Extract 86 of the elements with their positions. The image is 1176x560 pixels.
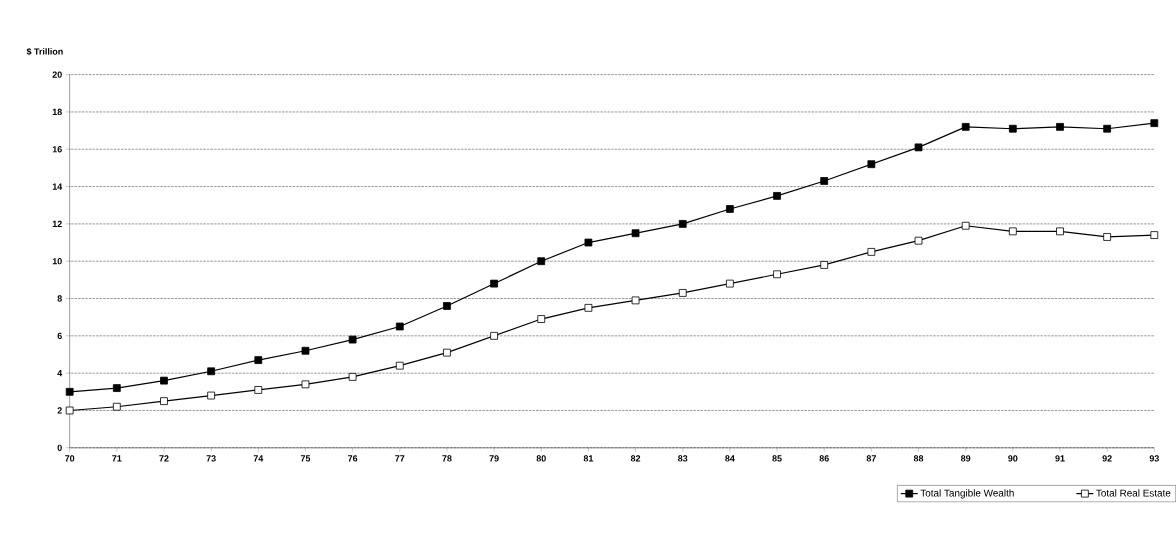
point — [112, 384, 121, 392]
x-tick-label: 85 — [772, 455, 782, 462]
y-tick-label: 12 — [52, 220, 62, 227]
point — [348, 335, 357, 344]
point — [631, 296, 640, 305]
point — [65, 387, 74, 396]
point — [112, 402, 121, 411]
point — [631, 229, 640, 237]
x-tick-label: 71 — [112, 455, 122, 462]
x-tick-label: 83 — [678, 455, 688, 462]
x-tick-label: 86 — [819, 455, 829, 462]
x-tick-label: 77 — [395, 455, 405, 462]
point — [773, 191, 781, 200]
point — [254, 385, 263, 394]
y-axis-title: $ Trillion — [26, 47, 63, 56]
point — [1008, 124, 1017, 133]
point — [820, 177, 829, 185]
x-tick-label: 80 — [536, 455, 546, 462]
point — [961, 221, 970, 230]
point — [490, 331, 498, 340]
point — [726, 204, 734, 213]
point — [678, 288, 687, 297]
point — [254, 356, 263, 364]
x-tick-label: 91 — [1055, 455, 1065, 462]
point — [301, 380, 310, 389]
point — [820, 260, 829, 269]
x-tick-label: 79 — [489, 455, 499, 462]
point — [160, 397, 168, 405]
point — [348, 372, 357, 381]
y-tick-label: 2 — [57, 407, 62, 414]
x-tick-label: 92 — [1102, 455, 1112, 462]
point — [1150, 119, 1159, 127]
x-tick-label: 75 — [300, 455, 311, 462]
point — [490, 279, 498, 288]
x-tick-label: 74 — [253, 455, 264, 462]
point — [395, 322, 404, 331]
x-tick-label: 72 — [159, 455, 169, 462]
point — [443, 302, 451, 310]
x-tick-label: 89 — [961, 455, 971, 462]
point — [301, 346, 310, 355]
point — [867, 247, 876, 256]
y-tick-label: 6 — [57, 332, 62, 339]
y-tick-label: 20 — [52, 71, 62, 78]
y-tick-label: 8 — [57, 295, 62, 302]
x-tick-label: 82 — [630, 455, 641, 462]
point — [537, 315, 546, 323]
point — [537, 257, 546, 265]
x-tick-label: 93 — [1149, 455, 1159, 462]
x-tick-label: 90 — [1008, 455, 1018, 462]
x-tick-label: 78 — [442, 455, 452, 462]
point — [1103, 232, 1112, 241]
x-tick-label: 81 — [583, 455, 594, 462]
point — [1150, 231, 1159, 239]
point — [207, 367, 216, 376]
y-tick-label: 16 — [52, 145, 62, 153]
point — [395, 361, 404, 370]
point — [678, 219, 687, 228]
x-tick-label: 87 — [866, 455, 876, 462]
point — [1103, 124, 1112, 133]
legend-label: Total Real Estate — [1096, 489, 1171, 497]
x-tick-label: 84 — [725, 455, 735, 462]
point — [961, 122, 970, 131]
point — [914, 236, 923, 245]
y-tick-label: 0 — [57, 444, 62, 451]
point — [584, 303, 593, 312]
y-tick-label: 14 — [52, 183, 63, 190]
x-tick-label: 70 — [65, 455, 75, 462]
x-tick-label: 73 — [206, 455, 216, 462]
point — [914, 143, 923, 152]
y-tick-label: 4 — [57, 369, 63, 377]
y-tick-label: 10 — [52, 257, 62, 265]
point — [867, 160, 876, 168]
x-tick-label: 88 — [913, 455, 924, 462]
point — [726, 279, 734, 288]
y-tick-label: 18 — [52, 108, 62, 115]
point — [443, 348, 451, 357]
x-tick-label: 76 — [348, 455, 358, 462]
legend-label: Total Tangible Wealth — [920, 489, 1014, 499]
point — [207, 391, 216, 400]
point — [773, 270, 781, 279]
point — [1008, 227, 1017, 236]
point — [65, 406, 74, 415]
point — [1056, 227, 1064, 236]
point — [160, 376, 168, 385]
point — [1056, 122, 1064, 131]
point — [584, 238, 593, 247]
